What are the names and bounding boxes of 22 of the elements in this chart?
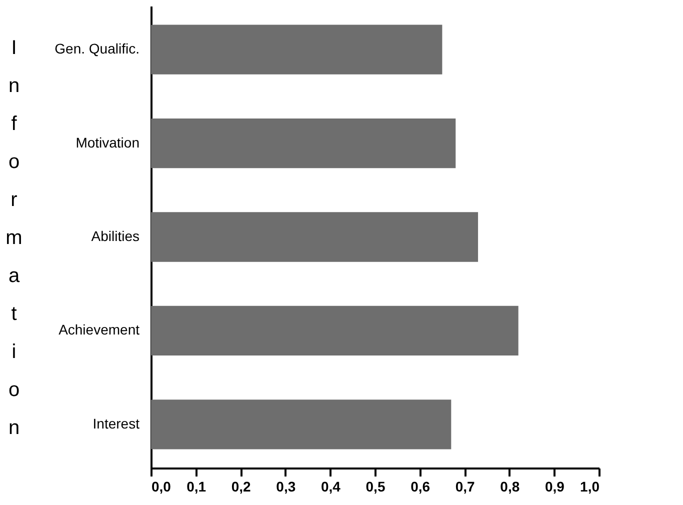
y-tick-label: Motivation [76,134,140,150]
x-tick-label: 0,3 [276,478,296,494]
y-tick-label: Abilities [91,228,140,244]
bar [151,306,518,356]
x-tick-label: 0,9 [544,478,565,494]
x-tick-label: 0,1 [186,478,206,494]
x-tick-label: 0,0 [152,478,172,494]
x-tick-label: 0,7 [455,478,476,494]
bar [151,24,442,74]
y-tick-label: Achievement [58,322,140,338]
x-tick-label: 0,8 [500,478,520,494]
x-tick-label: 0,6 [410,478,430,494]
x-tick-label: 0,4 [320,478,341,494]
y-tick-label: Gen. Qualific. [54,40,140,57]
y-tick-label: Interest [92,415,140,432]
x-tick-label: 0,2 [231,478,252,494]
text: Information [6,37,22,439]
x-tick-label: 1,0 [580,478,600,494]
bar [151,400,452,450]
bar [151,212,478,262]
x-tick-label: 0,5 [366,478,386,494]
bar [151,118,456,168]
